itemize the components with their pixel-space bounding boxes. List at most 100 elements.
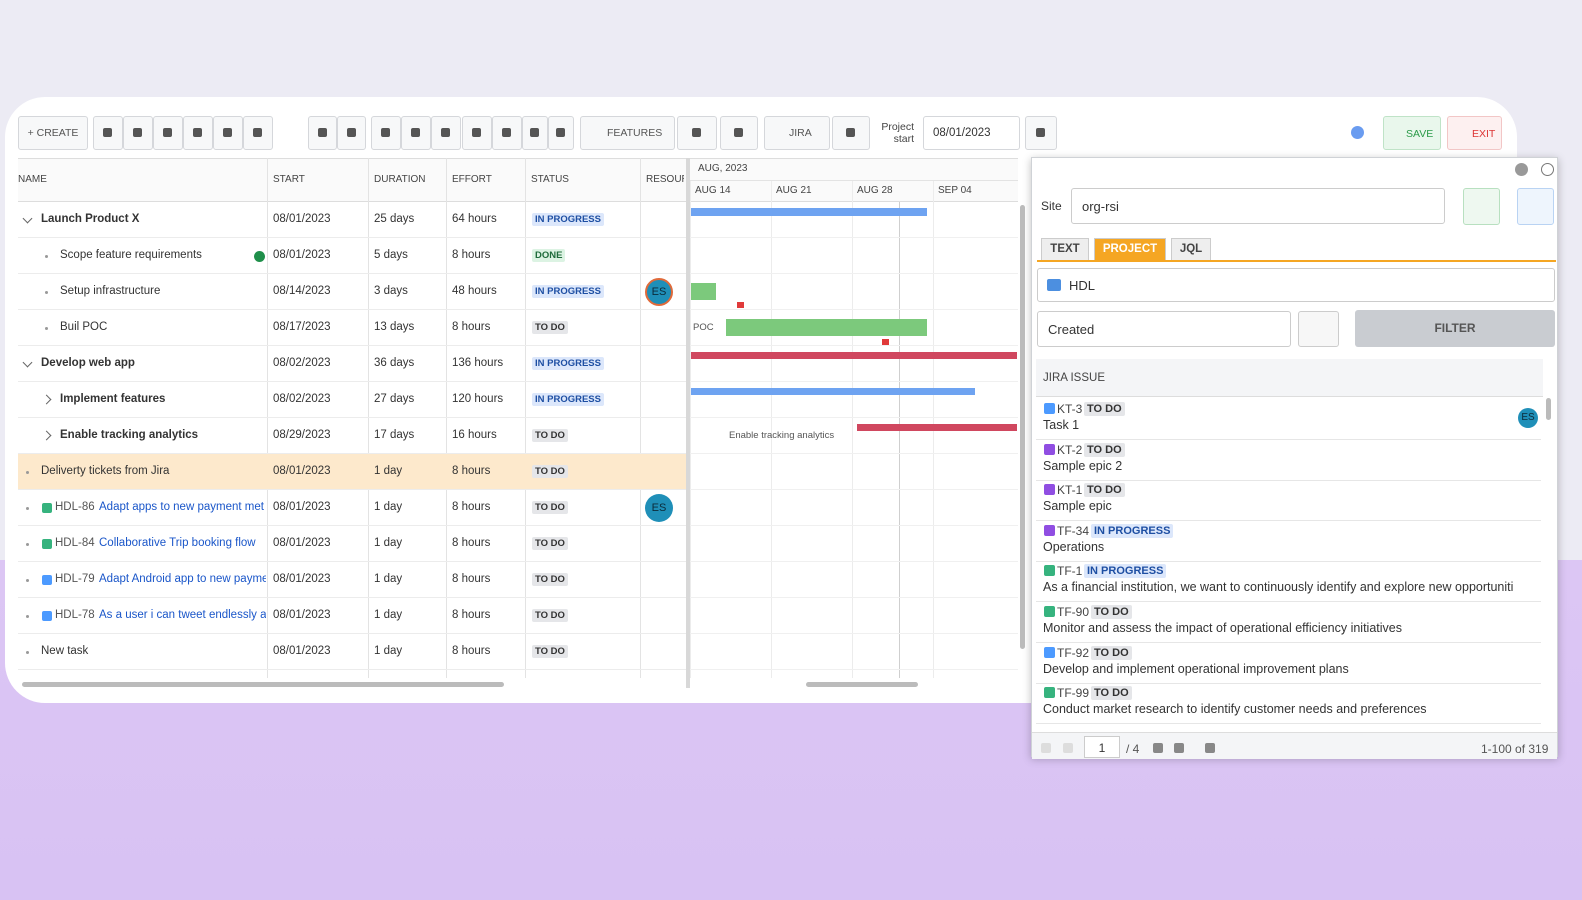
effort: 8 hours (452, 609, 491, 621)
exit-button[interactable]: EXIT (1447, 116, 1502, 150)
issue-row[interactable]: TF-90 TO DO Monitor and assess the impact … (1036, 603, 1541, 643)
start: 08/01/2023 (273, 609, 331, 621)
status-badge: IN PROGRESS (1091, 523, 1174, 538)
site-select[interactable]: org-rsi (1071, 188, 1445, 224)
page-input[interactable]: 1 (1084, 736, 1120, 758)
issue-icon (42, 611, 52, 621)
status-badge: DONE (532, 249, 566, 262)
icon (133, 128, 142, 137)
issue-row[interactable]: TF-1 IN PROGRESS As a financial institutio… (1036, 562, 1541, 603)
toolbar-button[interactable] (492, 116, 522, 150)
toolbar-button[interactable] (832, 116, 870, 150)
issue-key: TF-34 (1057, 523, 1090, 538)
tab[interactable]: TEXT (1041, 238, 1089, 260)
create-button[interactable]: + CREATE (18, 116, 88, 150)
tab[interactable]: JQL (1171, 238, 1211, 260)
refresh-button[interactable] (1517, 188, 1554, 225)
toolbar-button[interactable] (401, 116, 431, 150)
toolbar-button[interactable] (308, 116, 337, 150)
task-name: As a user i can tweet endlessly a (99, 609, 266, 621)
duration: 1 day (374, 465, 403, 477)
avatar: ES (1518, 408, 1538, 428)
jira-button[interactable]: JIRA (764, 116, 830, 150)
filter-button[interactable]: FILTER (1355, 310, 1555, 347)
task-name: Adapt apps to new payment met (99, 501, 264, 513)
gantt-splitter (686, 158, 690, 688)
icon (253, 128, 262, 137)
tab-underline (1037, 260, 1556, 262)
grid-header (18, 158, 686, 202)
task-name: New task (41, 645, 89, 657)
duration: 25 days (374, 213, 415, 225)
tab[interactable]: PROJECT (1094, 238, 1166, 260)
issue-summary: As a financial institution, we want to c… (1043, 580, 1514, 595)
pager-button[interactable] (1153, 743, 1163, 753)
issue-row[interactable]: TF-92 TO DO Develop and implement operatio… (1036, 644, 1541, 684)
issue-summary: Sample epic 2 (1043, 458, 1123, 473)
effort: 8 hours (452, 501, 491, 513)
start: 08/01/2023 (273, 573, 331, 585)
toolbar-button[interactable] (548, 116, 574, 150)
issue-icon (1044, 443, 1055, 455)
issue-row[interactable]: KT-3 TO DO Task 1 ES (1036, 400, 1541, 440)
toolbar-button[interactable] (93, 116, 123, 150)
pager-button[interactable] (1205, 743, 1215, 753)
add-button[interactable] (1463, 188, 1500, 225)
pager-button[interactable] (1174, 743, 1184, 753)
flag (737, 302, 744, 308)
toolbar-button[interactable] (720, 116, 758, 150)
toolbar-button[interactable] (153, 116, 183, 150)
issue-icon (1044, 687, 1055, 699)
toolbar-button[interactable] (183, 116, 213, 150)
gantt-row-line (690, 309, 1018, 310)
toolbar-button[interactable] (431, 116, 461, 150)
features-button[interactable]: FEATURES (580, 116, 675, 150)
toolbar-button[interactable] (522, 116, 548, 150)
duration: 13 days (374, 321, 415, 333)
issue-key: TF-92 (1057, 645, 1090, 660)
close-button[interactable] (1541, 163, 1554, 176)
today-line (899, 202, 900, 678)
toolbar-button[interactable] (213, 116, 243, 150)
month-label: AUG, 2023 (698, 163, 748, 174)
date-input[interactable]: 08/01/2023 (923, 116, 1020, 150)
column-header: STATUS (531, 174, 569, 185)
start: 08/01/2023 (273, 465, 331, 477)
issue-key: HDL-86 (55, 501, 95, 513)
sort-button[interactable] (1298, 311, 1339, 347)
gantt-row-line (690, 345, 1018, 346)
effort: 8 hours (452, 537, 491, 549)
issue-summary: Develop and implement operational improv… (1043, 661, 1349, 676)
done-icon (254, 251, 265, 262)
toolbar-button[interactable] (123, 116, 153, 150)
toolbar-button[interactable] (677, 116, 717, 150)
status-badge: IN PROGRESS (532, 393, 604, 406)
toolbar-button[interactable] (337, 116, 366, 150)
help-icon (1515, 163, 1528, 176)
status-badge: TO DO (532, 321, 568, 334)
issue-row[interactable]: KT-2 TO DO Sample epic 2 (1036, 441, 1541, 481)
task-name: Scope feature requirements (60, 249, 202, 261)
issue-key: HDL-79 (55, 573, 95, 585)
sort-select[interactable]: Created (1037, 311, 1291, 347)
issue-row[interactable]: TF-99 TO DO Conduct market research to ide… (1036, 684, 1541, 725)
save-button[interactable]: SAVE (1383, 116, 1441, 150)
column-header: NAME (18, 174, 47, 185)
issue-icon (1044, 606, 1055, 617)
pager-button[interactable] (1063, 743, 1073, 753)
issue-summary: Conduct market research to identify cust… (1043, 702, 1427, 717)
toolbar-button[interactable] (243, 116, 273, 150)
toolbar-button[interactable] (462, 116, 492, 150)
bullet (45, 255, 48, 258)
gantt-row-line (690, 633, 1018, 634)
pager-button[interactable] (1041, 743, 1051, 753)
status-badge: TO DO (1091, 605, 1132, 619)
issue-row[interactable]: TF-34 IN PROGRESS Operations (1036, 522, 1541, 562)
toolbar-button[interactable] (371, 116, 401, 150)
column-header: RESOUR (646, 174, 684, 185)
issue-row[interactable]: KT-1 TO DO Sample epic (1036, 481, 1541, 522)
select-text: Created (1048, 322, 1095, 337)
toolbar-button[interactable] (1025, 116, 1057, 150)
project-select[interactable]: HDL (1037, 268, 1555, 302)
effort: 120 hours (452, 393, 504, 405)
